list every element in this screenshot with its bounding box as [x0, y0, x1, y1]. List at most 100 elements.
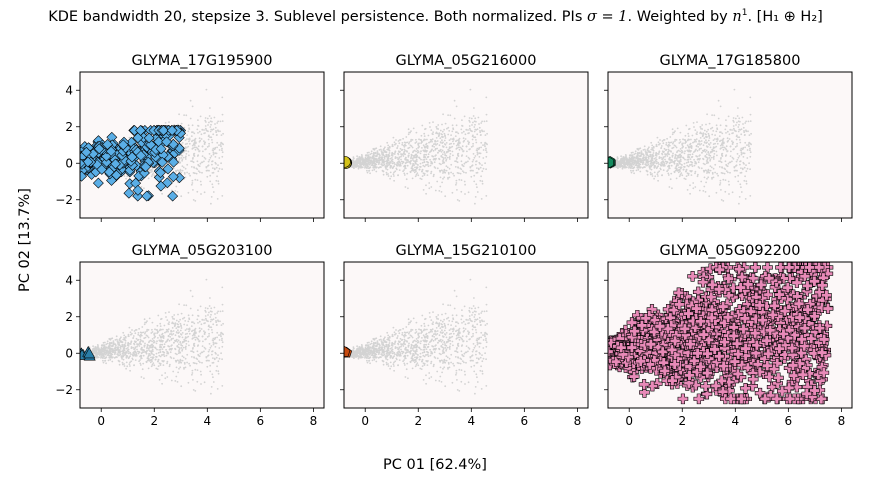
background-point [209, 136, 211, 139]
background-point [208, 153, 211, 155]
background-point [476, 186, 478, 189]
background-point [370, 152, 373, 155]
background-point [184, 146, 187, 149]
background-point [740, 153, 743, 156]
background-point [195, 146, 198, 149]
background-point [201, 171, 203, 174]
background-point [385, 151, 388, 153]
background-point [625, 159, 628, 162]
background-point [415, 150, 417, 153]
background-point [680, 163, 683, 166]
background-point [749, 149, 751, 152]
background-point [676, 150, 679, 153]
background-point [694, 170, 697, 173]
background-point [389, 171, 392, 174]
background-point [478, 152, 481, 155]
background-point [352, 165, 355, 168]
background-point [213, 152, 215, 155]
background-point [697, 143, 699, 146]
background-point [455, 179, 458, 182]
background-point [660, 147, 662, 150]
background-point [358, 161, 361, 164]
background-point [485, 96, 488, 99]
background-point [693, 126, 695, 128]
background-point [457, 144, 460, 147]
background-point [700, 147, 702, 150]
background-point [648, 146, 650, 149]
background-point [471, 138, 474, 141]
background-point [201, 155, 204, 158]
background-point [709, 159, 711, 162]
background-point [429, 126, 431, 128]
background-point [725, 148, 728, 151]
background-point [455, 160, 458, 163]
background-point [396, 145, 399, 147]
background-point [409, 171, 412, 174]
background-point [416, 163, 419, 166]
background-point [436, 147, 438, 150]
background-point [706, 145, 709, 148]
background-point [371, 169, 374, 172]
background-point [684, 139, 687, 141]
plot-frame [343, 71, 589, 219]
background-point [719, 183, 721, 186]
background-point [441, 123, 443, 126]
background-point [388, 145, 391, 148]
background-point [694, 160, 696, 163]
background-point [618, 164, 620, 167]
background-point [674, 159, 676, 162]
background-point [182, 166, 185, 169]
background-point [685, 124, 688, 127]
background-point [429, 158, 431, 161]
background-point [699, 126, 702, 128]
background-point [674, 138, 677, 141]
highlight-point [123, 187, 135, 199]
background-point [705, 139, 707, 142]
background-point [212, 186, 214, 189]
background-point [211, 160, 214, 163]
background-point [689, 192, 691, 195]
background-point [220, 142, 222, 145]
background-point [435, 144, 437, 146]
background-point [366, 164, 369, 167]
background-point [715, 191, 718, 194]
background-point [684, 134, 687, 137]
background-point [685, 168, 688, 171]
background-point [432, 133, 434, 136]
background-point [476, 153, 479, 156]
background-point [727, 115, 730, 118]
background-point [204, 132, 206, 134]
background-point [632, 157, 635, 160]
background-point [468, 158, 471, 160]
background-point [737, 174, 740, 177]
background-point [149, 171, 152, 174]
background-point [448, 143, 451, 146]
background-point [734, 169, 737, 172]
background-point [368, 169, 371, 172]
background-point [177, 343, 180, 346]
background-point [186, 163, 189, 166]
background-point [674, 140, 676, 143]
background-point [178, 170, 181, 173]
background-point [455, 182, 458, 184]
background-point [194, 148, 197, 151]
background-point [690, 156, 693, 159]
background-point [455, 124, 458, 127]
background-point [386, 148, 389, 151]
background-point [178, 113, 181, 116]
background-point [460, 128, 463, 131]
background-point [709, 142, 712, 144]
background-point [623, 164, 626, 166]
background-point [631, 162, 634, 165]
background-point [183, 323, 186, 326]
background-point [433, 161, 436, 164]
background-point [480, 198, 483, 200]
background-point [176, 353, 178, 356]
background-point [711, 150, 713, 153]
background-point [472, 145, 474, 147]
highlight-point [80, 170, 88, 182]
background-point [709, 165, 712, 168]
background-point [712, 143, 715, 146]
background-point [466, 150, 468, 153]
background-point [451, 138, 454, 141]
